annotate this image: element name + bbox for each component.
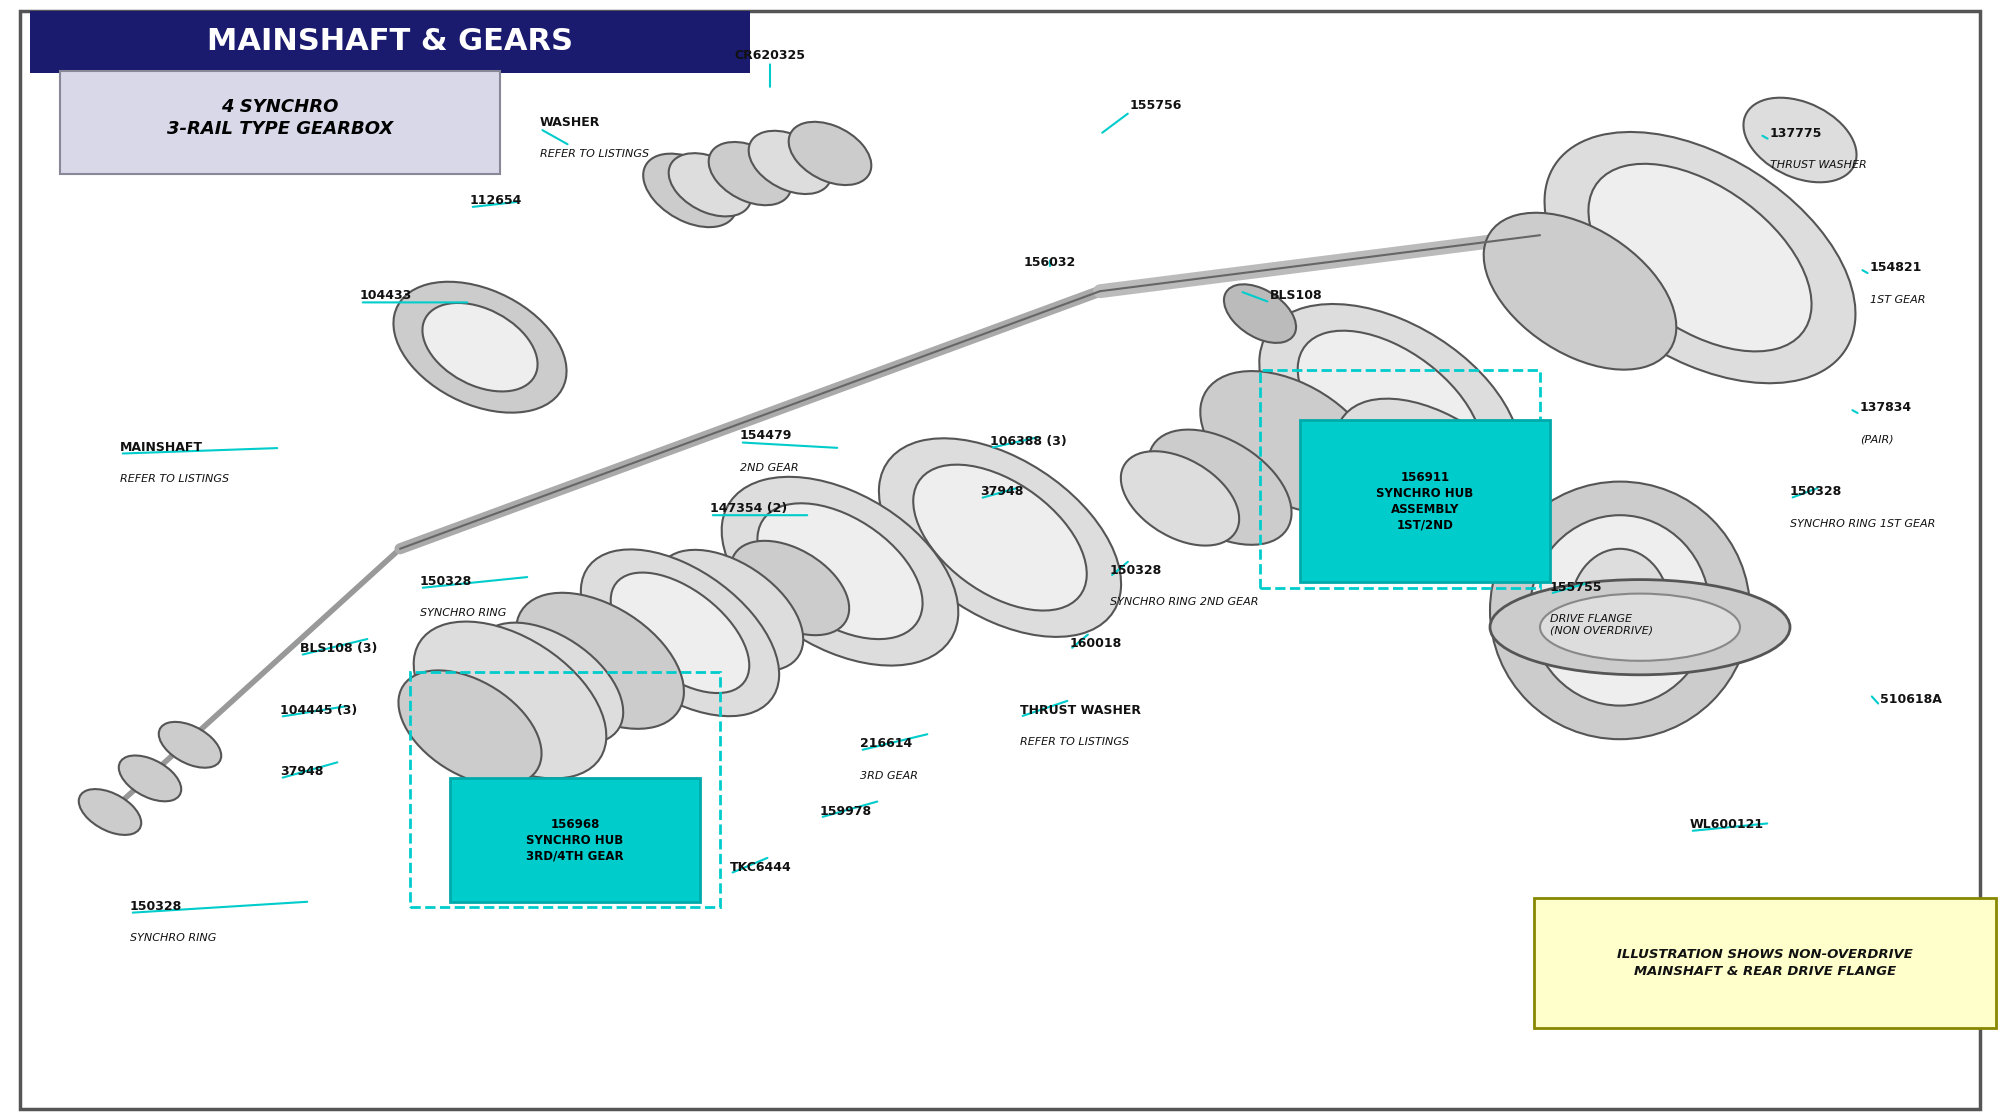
Text: 154479: 154479	[740, 429, 792, 442]
Ellipse shape	[914, 465, 1086, 610]
Text: 510618A: 510618A	[1880, 692, 1942, 706]
Text: 104445 (3): 104445 (3)	[280, 703, 358, 717]
Text: DRIVE FLANGE
(NON OVERDRIVE): DRIVE FLANGE (NON OVERDRIVE)	[1550, 614, 1654, 635]
Text: 156911
SYNCHRO HUB
ASSEMBLY
1ST/2ND: 156911 SYNCHRO HUB ASSEMBLY 1ST/2ND	[1376, 470, 1474, 532]
Ellipse shape	[644, 153, 736, 227]
Text: BLS108: BLS108	[1270, 289, 1322, 302]
Text: 37948: 37948	[280, 765, 324, 778]
Text: REFER TO LISTINGS: REFER TO LISTINGS	[540, 149, 650, 159]
Text: 154821: 154821	[1870, 261, 1922, 274]
FancyBboxPatch shape	[60, 71, 500, 174]
Text: 4 SYNCHRO
3-RAIL TYPE GEARBOX: 4 SYNCHRO 3-RAIL TYPE GEARBOX	[166, 97, 394, 138]
Text: 104433: 104433	[360, 289, 412, 302]
Ellipse shape	[1570, 549, 1670, 672]
Ellipse shape	[516, 592, 684, 729]
Ellipse shape	[1490, 580, 1790, 674]
Text: 112654: 112654	[470, 194, 522, 207]
Ellipse shape	[1148, 430, 1292, 544]
Ellipse shape	[730, 541, 850, 635]
Ellipse shape	[476, 623, 624, 744]
Text: 150328: 150328	[1110, 563, 1162, 577]
Ellipse shape	[1744, 97, 1856, 183]
Text: 106388 (3): 106388 (3)	[990, 435, 1066, 448]
Ellipse shape	[788, 122, 872, 185]
Ellipse shape	[394, 282, 566, 412]
Ellipse shape	[1544, 132, 1856, 383]
Ellipse shape	[1530, 515, 1710, 706]
Ellipse shape	[158, 722, 222, 767]
Text: THRUST WASHER: THRUST WASHER	[1770, 160, 1866, 170]
Ellipse shape	[748, 131, 832, 194]
Text: MAINSHAFT & GEARS: MAINSHAFT & GEARS	[208, 27, 574, 56]
Text: SYNCHRO RING: SYNCHRO RING	[420, 608, 506, 618]
Ellipse shape	[878, 438, 1122, 637]
Ellipse shape	[580, 550, 780, 716]
FancyBboxPatch shape	[1300, 420, 1550, 582]
Text: 150328: 150328	[420, 575, 472, 588]
Ellipse shape	[668, 153, 752, 216]
Ellipse shape	[1224, 284, 1296, 343]
Ellipse shape	[1490, 482, 1750, 739]
Text: (PAIR): (PAIR)	[1860, 435, 1894, 445]
Ellipse shape	[118, 756, 182, 801]
Text: 1ST GEAR: 1ST GEAR	[1870, 295, 1926, 305]
Ellipse shape	[1260, 304, 1520, 514]
Ellipse shape	[1120, 451, 1240, 545]
Text: 137834: 137834	[1860, 401, 1912, 414]
Text: SYNCHRO RING 2ND GEAR: SYNCHRO RING 2ND GEAR	[1110, 597, 1258, 607]
Text: WASHER: WASHER	[540, 115, 600, 129]
Text: 137775: 137775	[1770, 127, 1822, 140]
FancyBboxPatch shape	[1534, 898, 1996, 1028]
Ellipse shape	[1298, 330, 1482, 487]
Text: BLS108 (3): BLS108 (3)	[300, 642, 378, 655]
Text: REFER TO LISTINGS: REFER TO LISTINGS	[1020, 737, 1130, 747]
Text: WL600121: WL600121	[1690, 818, 1764, 831]
Ellipse shape	[422, 302, 538, 392]
Text: 147354 (2): 147354 (2)	[710, 502, 788, 515]
Text: 150328: 150328	[1790, 485, 1842, 498]
Text: 156968
SYNCHRO HUB
3RD/4TH GEAR: 156968 SYNCHRO HUB 3RD/4TH GEAR	[526, 818, 624, 862]
Text: SYNCHRO RING 1ST GEAR: SYNCHRO RING 1ST GEAR	[1790, 519, 1936, 529]
Text: 160018: 160018	[1070, 636, 1122, 650]
Text: 159978: 159978	[820, 804, 872, 818]
Ellipse shape	[1200, 371, 1380, 514]
Ellipse shape	[610, 572, 750, 693]
Ellipse shape	[414, 622, 606, 778]
Ellipse shape	[78, 790, 142, 834]
Text: 156032: 156032	[1024, 255, 1076, 269]
Ellipse shape	[1540, 594, 1740, 661]
Text: THRUST WASHER: THRUST WASHER	[1020, 703, 1140, 717]
Ellipse shape	[758, 503, 922, 640]
Ellipse shape	[1588, 164, 1812, 352]
Text: CR620325: CR620325	[734, 48, 806, 62]
Text: REFER TO LISTINGS: REFER TO LISTINGS	[120, 474, 230, 484]
Ellipse shape	[656, 550, 804, 671]
FancyBboxPatch shape	[450, 778, 700, 902]
Text: TKC6444: TKC6444	[730, 860, 792, 874]
Ellipse shape	[722, 477, 958, 665]
Ellipse shape	[1336, 399, 1544, 576]
Ellipse shape	[1368, 424, 1512, 550]
Ellipse shape	[1484, 213, 1676, 370]
Text: 155755: 155755	[1550, 580, 1602, 594]
Text: 3RD GEAR: 3RD GEAR	[860, 771, 918, 781]
Text: 150328: 150328	[130, 899, 182, 913]
Ellipse shape	[398, 671, 542, 785]
Text: ILLUSTRATION SHOWS NON-OVERDRIVE
MAINSHAFT & REAR DRIVE FLANGE: ILLUSTRATION SHOWS NON-OVERDRIVE MAINSHA…	[1618, 949, 1912, 978]
Text: 155756: 155756	[1130, 99, 1182, 112]
Text: 2ND GEAR: 2ND GEAR	[740, 463, 798, 473]
Text: MAINSHAFT: MAINSHAFT	[120, 440, 204, 454]
Ellipse shape	[708, 142, 792, 205]
Text: 216614: 216614	[860, 737, 912, 750]
FancyBboxPatch shape	[30, 11, 750, 73]
Text: SYNCHRO RING: SYNCHRO RING	[130, 933, 216, 943]
Text: 37948: 37948	[980, 485, 1024, 498]
